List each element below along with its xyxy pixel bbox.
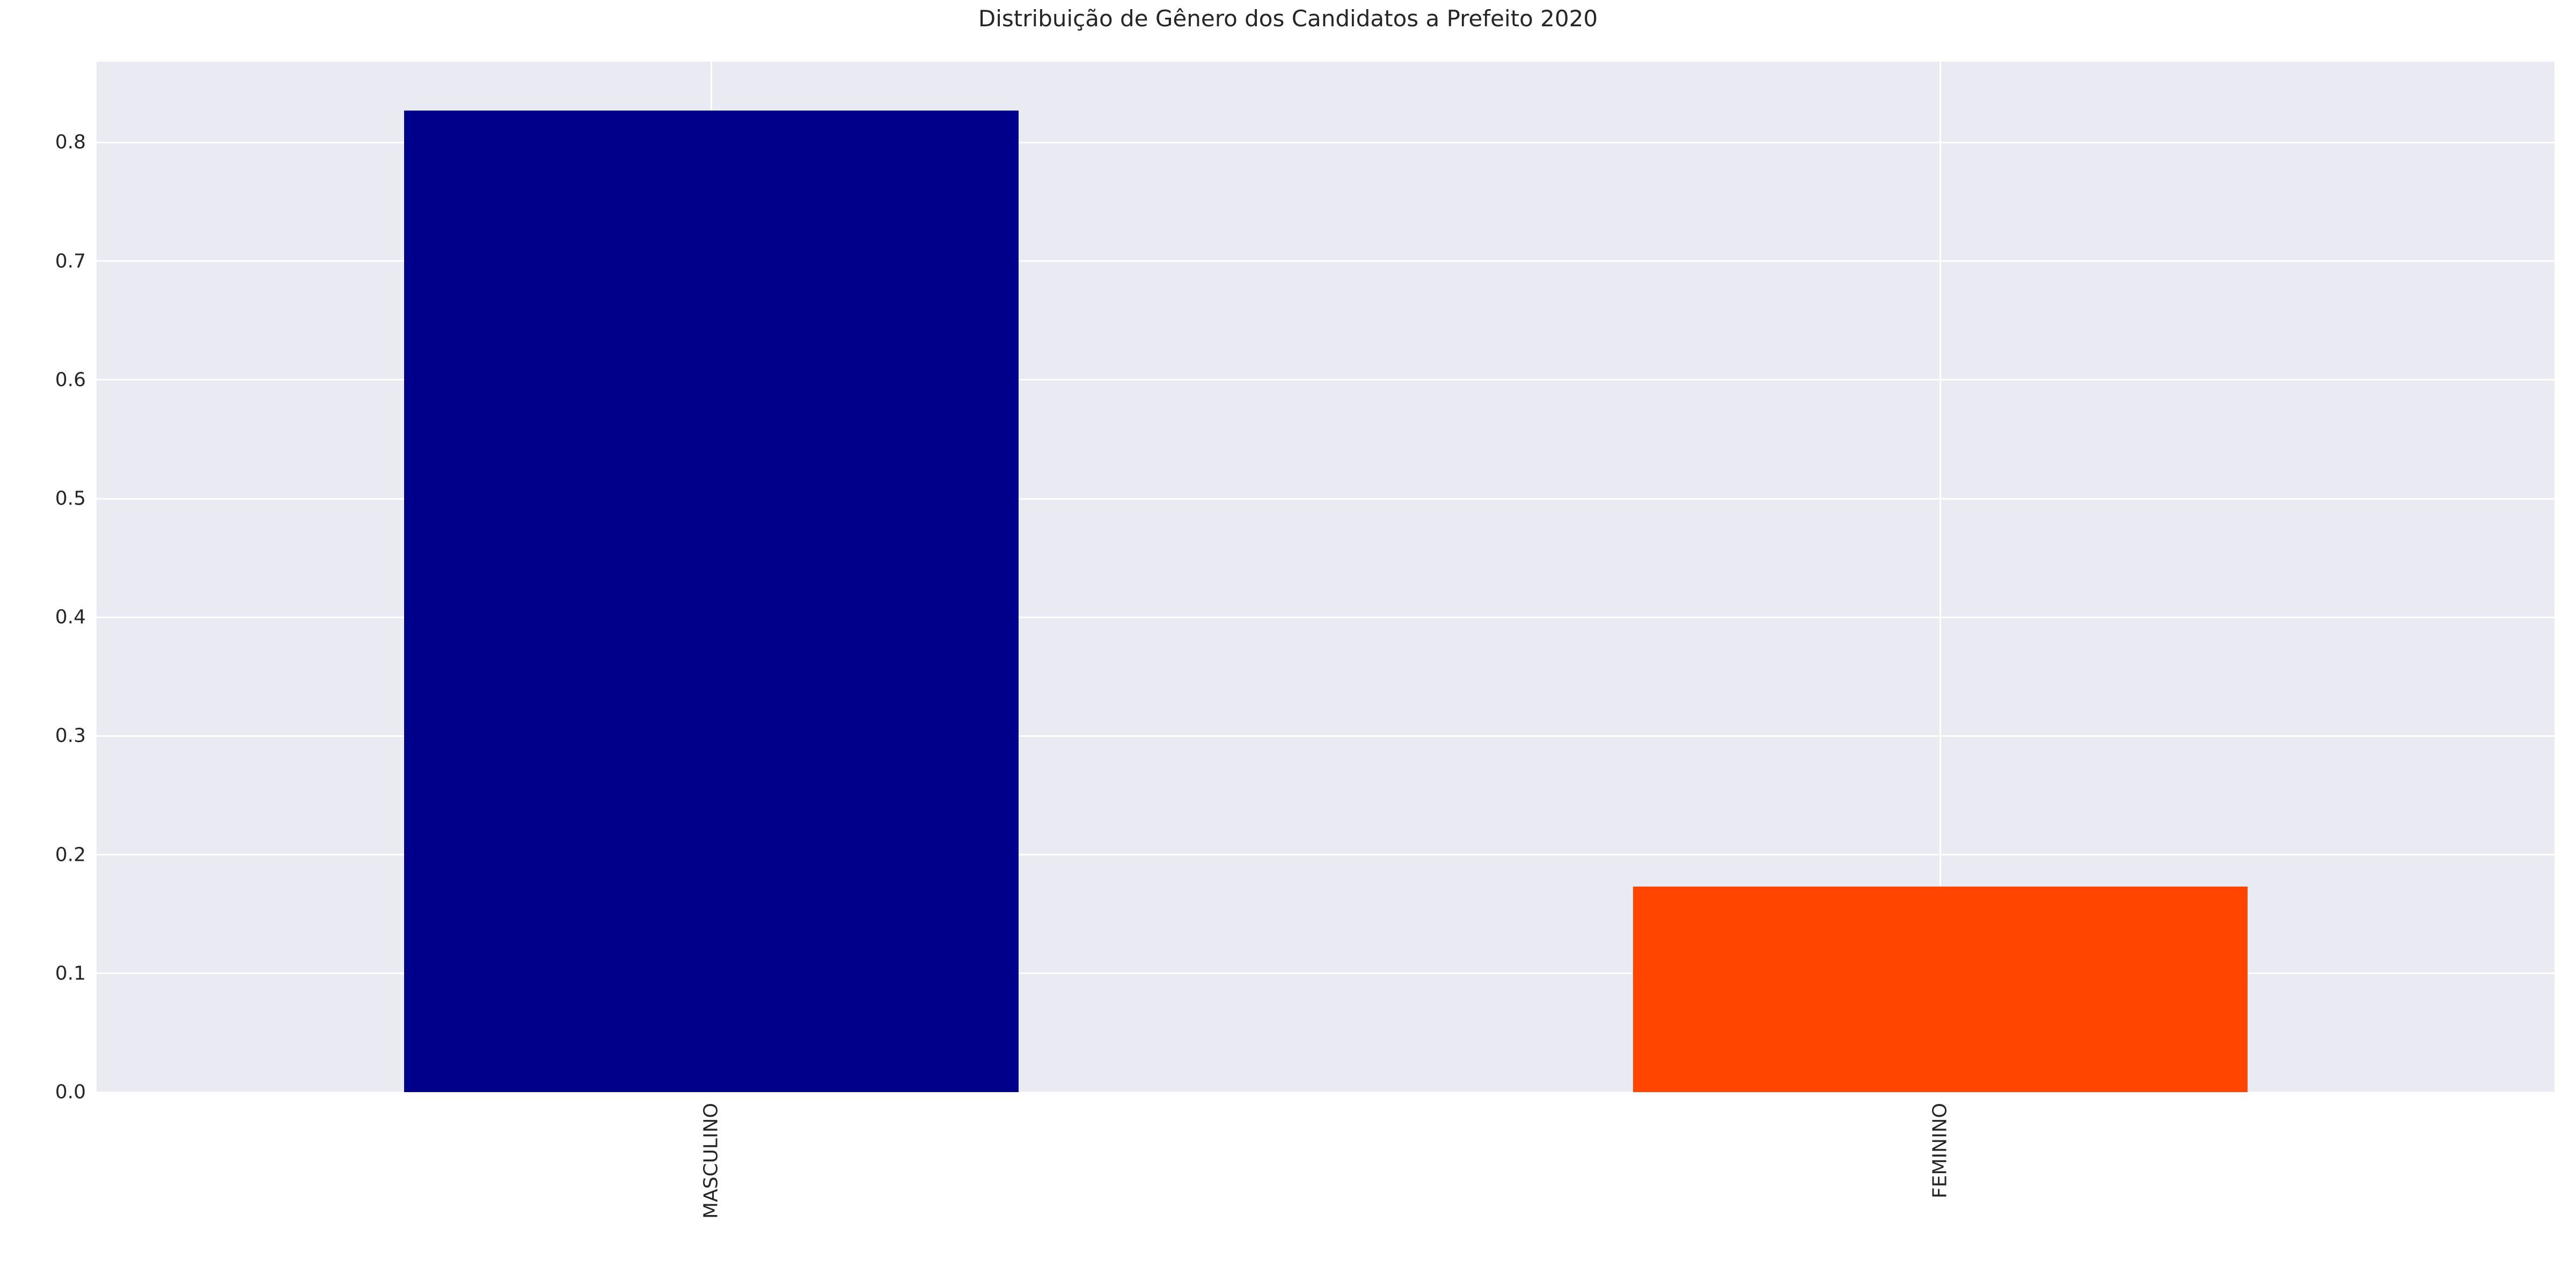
x-tick-label-text: MASCULINO xyxy=(700,1103,722,1219)
bar xyxy=(404,111,1019,1092)
x-tick-label: FEMININO xyxy=(1929,1103,1951,1198)
bar xyxy=(1633,887,2248,1092)
x-tick-label-text: FEMININO xyxy=(1929,1103,1951,1198)
y-tick-label: 0.0 xyxy=(55,1081,97,1103)
y-tick-label: 0.5 xyxy=(55,488,97,510)
y-tick-label: 0.6 xyxy=(55,369,97,391)
plot-area: 0.00.10.20.30.40.50.60.70.8MASCULINOFEMI… xyxy=(97,62,2555,1092)
chart-title: Distribuição de Gênero dos Candidatos a … xyxy=(0,5,2576,32)
y-tick-label: 0.3 xyxy=(55,725,97,747)
y-tick-label: 0.8 xyxy=(55,131,97,153)
figure: Distribuição de Gênero dos Candidatos a … xyxy=(0,0,2576,1288)
y-tick-label: 0.2 xyxy=(55,844,97,866)
y-tick-label: 0.7 xyxy=(55,250,97,272)
y-tick-label: 0.4 xyxy=(55,606,97,628)
x-tick-label: MASCULINO xyxy=(700,1103,722,1219)
y-tick-label: 0.1 xyxy=(55,962,97,984)
